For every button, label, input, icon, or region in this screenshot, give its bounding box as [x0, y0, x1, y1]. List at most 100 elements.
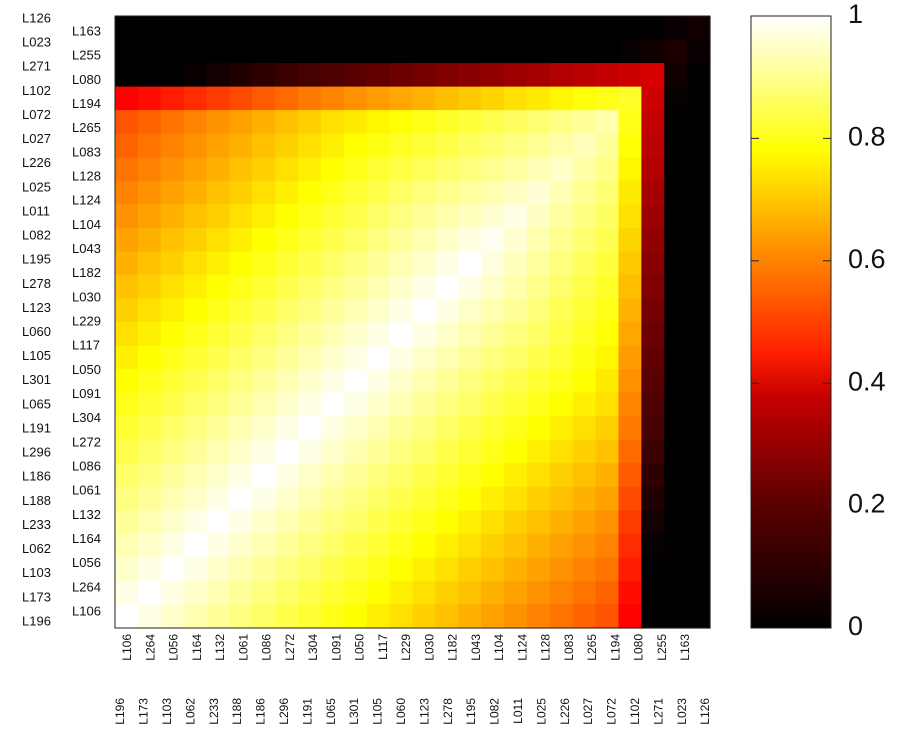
heatmap-cell [366, 157, 391, 182]
heatmap-cell [115, 63, 139, 88]
heatmap-cell [435, 39, 459, 64]
heatmap-cell [595, 110, 620, 135]
heatmap-cell [412, 463, 436, 488]
heatmap-cell [206, 157, 231, 182]
heatmap-cell [252, 204, 276, 229]
heatmap-cell [183, 86, 208, 111]
heatmap-cell [641, 369, 665, 394]
heatmap-cell [595, 557, 620, 582]
heatmap-cell [115, 604, 139, 629]
heatmap-cell [595, 16, 620, 41]
heatmap-cell [275, 533, 299, 558]
row-label: L182 [72, 265, 101, 280]
heatmap-cell [160, 345, 185, 370]
heatmap-cell [687, 580, 711, 606]
heatmap-cell [412, 274, 436, 300]
heatmap-cell [458, 133, 482, 158]
heatmap-cell [526, 463, 551, 488]
heatmap-cell [549, 180, 574, 205]
heatmap-cell [687, 533, 711, 558]
column-label: L117 [376, 634, 390, 660]
heatmap-cell [549, 557, 574, 582]
heatmap-cell [115, 227, 139, 252]
heatmap-cell [504, 157, 528, 182]
heatmap-cell [229, 557, 253, 582]
heatmap-cell [183, 604, 208, 629]
heatmap-cell [572, 580, 597, 606]
heatmap-cell [435, 157, 459, 182]
heatmap-cell [298, 580, 322, 606]
heatmap-cell [206, 227, 231, 252]
heatmap-cell [504, 486, 528, 511]
heatmap-cell [618, 298, 642, 323]
heatmap-cell [687, 369, 711, 394]
heatmap-cell [481, 204, 505, 229]
row-label: L173 [22, 589, 51, 604]
row-label: L080 [72, 72, 101, 87]
column-label: L080 [632, 634, 646, 661]
heatmap-cell [664, 16, 688, 41]
heatmap-cell [572, 604, 597, 629]
heatmap-cell [549, 39, 574, 64]
heatmap-cell [435, 416, 459, 441]
heatmap-cell [229, 322, 253, 347]
row-label: L027 [22, 131, 51, 146]
heatmap-cell [458, 157, 482, 182]
row-label: L050 [72, 362, 101, 377]
heatmap-cell [160, 604, 185, 629]
heatmap-cell [504, 345, 528, 370]
heatmap-cell [595, 274, 620, 300]
heatmap-cell [229, 486, 253, 511]
row-label: L301 [22, 372, 51, 387]
heatmap-cell [298, 416, 322, 441]
heatmap-cell [595, 345, 620, 370]
heatmap-cell [320, 298, 345, 323]
heatmap-cell [183, 298, 208, 323]
heatmap-cell [412, 439, 436, 464]
heatmap-cell [572, 274, 597, 300]
row-labels: L126 L023 L271 L102 L072 L027 L226 L025 L011 L082… [22, 10, 101, 628]
heatmap-cell [298, 369, 322, 394]
heatmap-cell [458, 345, 482, 370]
heatmap-cell [366, 251, 391, 276]
heatmap-cell [664, 110, 688, 135]
heatmap-cell [115, 39, 139, 64]
heatmap-cell [343, 557, 368, 582]
heatmap-cell [183, 133, 208, 158]
heatmap-cell [481, 86, 505, 111]
heatmap-cell [481, 369, 505, 394]
heatmap-cell [526, 157, 551, 182]
heatmap-cells [114, 15, 711, 629]
heatmap-cell [183, 369, 208, 394]
heatmap-cell [618, 227, 642, 252]
heatmap-cell [252, 510, 276, 535]
heatmap-cell [275, 251, 299, 276]
column-label: L123 [417, 698, 431, 725]
heatmap-cell [252, 345, 276, 370]
row-label: L124 [72, 193, 101, 208]
heatmap-cell [618, 157, 642, 182]
heatmap-cell [435, 463, 459, 488]
heatmap-cell [366, 416, 391, 441]
heatmap-cell [435, 604, 459, 629]
column-label: L278 [441, 698, 455, 725]
heatmap-cell [229, 369, 253, 394]
heatmap-cell [458, 110, 482, 135]
heatmap-cell [115, 110, 139, 135]
heatmap-cell [366, 227, 391, 252]
heatmap-cell [389, 580, 414, 606]
row-label: L011 [22, 203, 50, 218]
row-label: L278 [22, 276, 51, 291]
heatmap-cell [435, 133, 459, 158]
heatmap-cell [481, 274, 505, 300]
column-label: L255 [655, 634, 669, 661]
heatmap-cell [458, 486, 482, 511]
heatmap-cell [298, 251, 322, 276]
heatmap-cell [366, 580, 391, 606]
heatmap-cell [641, 204, 665, 229]
heatmap-cell [504, 227, 528, 252]
heatmap-cell [160, 463, 185, 488]
heatmap-cell [137, 180, 162, 205]
heatmap-cell [275, 39, 299, 64]
heatmap-cell [137, 86, 162, 111]
